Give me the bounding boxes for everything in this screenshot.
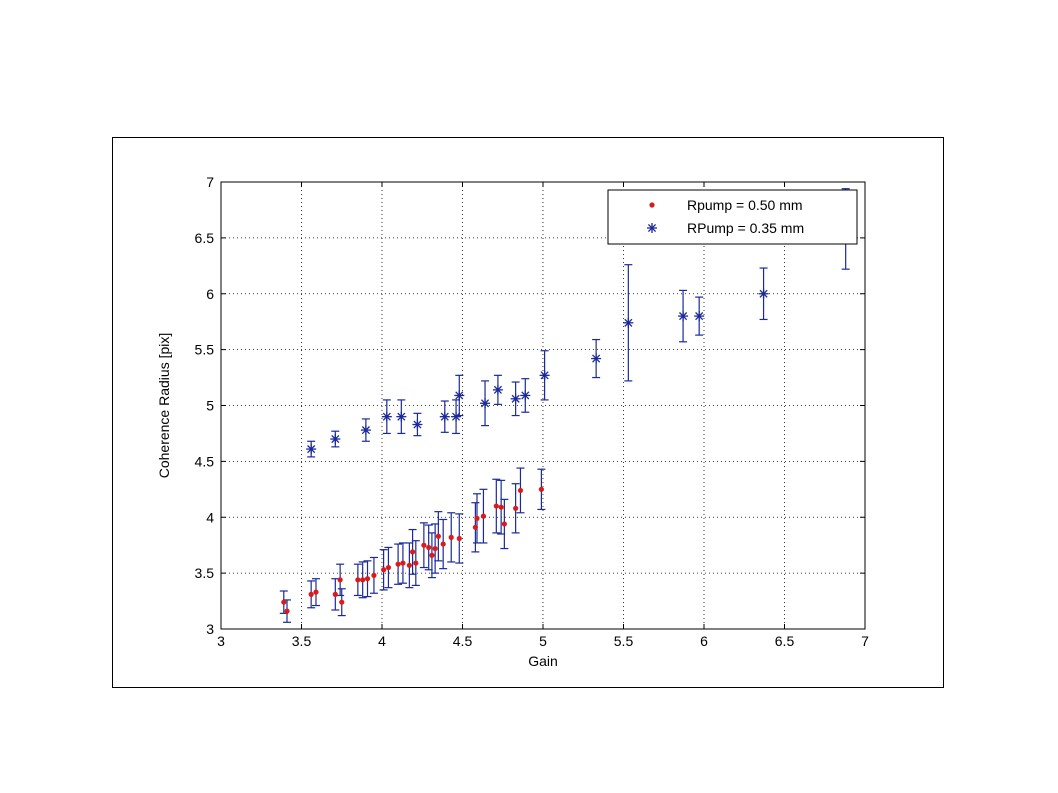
dot-marker — [426, 544, 432, 551]
dot-marker — [364, 576, 371, 582]
y-tick-label: 3.5 — [195, 565, 215, 581]
star-marker — [694, 311, 705, 322]
legend-dot-marker — [649, 202, 655, 208]
star-marker — [454, 390, 465, 401]
x-axis-label: Gain — [528, 653, 558, 669]
dot-marker — [440, 541, 446, 547]
dot-marker — [432, 545, 438, 552]
y-tick-label: 5.5 — [195, 342, 215, 358]
y-tick-label: 5 — [206, 398, 214, 414]
legend: Rpump = 0.50 mm RPump = 0.35 mm — [607, 189, 858, 245]
dot-marker — [413, 560, 419, 566]
y-tick-label: 4 — [206, 509, 214, 525]
x-tick-label: 5.5 — [614, 633, 634, 649]
dot-marker — [501, 521, 507, 527]
dot-marker — [400, 560, 406, 566]
legend-label-rpump-035: RPump = 0.35 mm — [687, 220, 804, 236]
dot-marker — [421, 542, 427, 548]
star-marker — [492, 384, 503, 395]
dot-marker — [313, 589, 319, 595]
x-tick-label: 6 — [700, 633, 708, 649]
dot-marker — [517, 487, 524, 494]
data-points — [281, 223, 851, 614]
scatter-chart: 3 3.5 4 4.5 5 5.5 6 6.5 733.544.555.566.57 Gain … — [156, 174, 870, 669]
star-marker — [678, 311, 689, 322]
star-marker — [412, 419, 423, 430]
dot-marker — [498, 504, 504, 510]
dot-marker — [395, 561, 401, 567]
y-axis-label: Coherence Radius [pix] — [156, 333, 172, 479]
dot-marker — [429, 552, 435, 558]
dot-marker — [355, 577, 361, 583]
star-marker — [330, 434, 341, 445]
dot-marker — [381, 567, 387, 573]
x-tick-label: 3 — [217, 633, 225, 649]
x-tick-label: 4 — [378, 633, 386, 649]
y-tick-label: 6 — [206, 286, 214, 302]
x-tick-label: 6.5 — [775, 633, 795, 649]
dot-marker — [480, 513, 487, 519]
dot-marker — [472, 524, 478, 530]
star-marker — [396, 411, 407, 422]
dot-marker — [538, 486, 544, 492]
star-marker — [306, 444, 317, 455]
axis-ticks: 3 3.5 4 4.5 5 5.5 6 6.5 7 3 3.5 4 4.5 5 5.5 6 6.5 7 — [195, 174, 870, 649]
dot-marker — [332, 591, 338, 597]
x-tick-label: 7 — [861, 633, 869, 649]
dot-marker — [435, 533, 441, 539]
dot-marker — [474, 515, 480, 521]
star-marker — [758, 288, 769, 299]
star-marker — [451, 411, 462, 422]
star-marker — [539, 370, 550, 381]
star-marker — [647, 223, 657, 233]
dot-marker — [284, 608, 290, 614]
dot-marker — [281, 599, 287, 605]
legend-label-rpump-050: Rpump = 0.50 mm — [687, 197, 803, 213]
dot-marker — [360, 577, 366, 583]
dot-marker — [448, 534, 454, 540]
dot-marker — [371, 572, 377, 578]
star-marker — [520, 390, 531, 401]
dot-marker — [337, 577, 343, 583]
y-tick-label: 3 — [206, 621, 214, 637]
dot-marker — [493, 503, 499, 509]
y-tick-label: 4.5 — [195, 453, 215, 469]
star-marker — [439, 411, 450, 422]
x-tick-label: 3.5 — [292, 633, 312, 649]
x-tick-label: 4.5 — [453, 633, 473, 649]
star-marker — [591, 353, 602, 364]
dot-marker — [339, 599, 345, 605]
star-marker — [381, 411, 392, 422]
star-marker — [510, 393, 521, 404]
dot-marker — [406, 562, 412, 568]
star-marker — [623, 317, 634, 328]
y-tick-label: 6.5 — [195, 230, 215, 246]
dot-marker — [456, 535, 462, 542]
dot-marker — [385, 564, 392, 571]
dot-marker — [513, 505, 519, 511]
dot-marker — [308, 591, 314, 597]
grid-lines — [221, 182, 865, 629]
y-tick-label: 7 — [206, 174, 214, 190]
star-marker — [360, 425, 371, 436]
figure-frame: 3 3.5 4 4.5 5 5.5 6 6.5 7 3 3.5 4 4.5 5 5.5 6 6.5 7 Gain … — [112, 137, 944, 688]
star-marker — [480, 398, 491, 409]
legend-box — [607, 189, 858, 245]
x-tick-label: 5 — [539, 633, 547, 649]
dot-marker — [409, 549, 416, 555]
